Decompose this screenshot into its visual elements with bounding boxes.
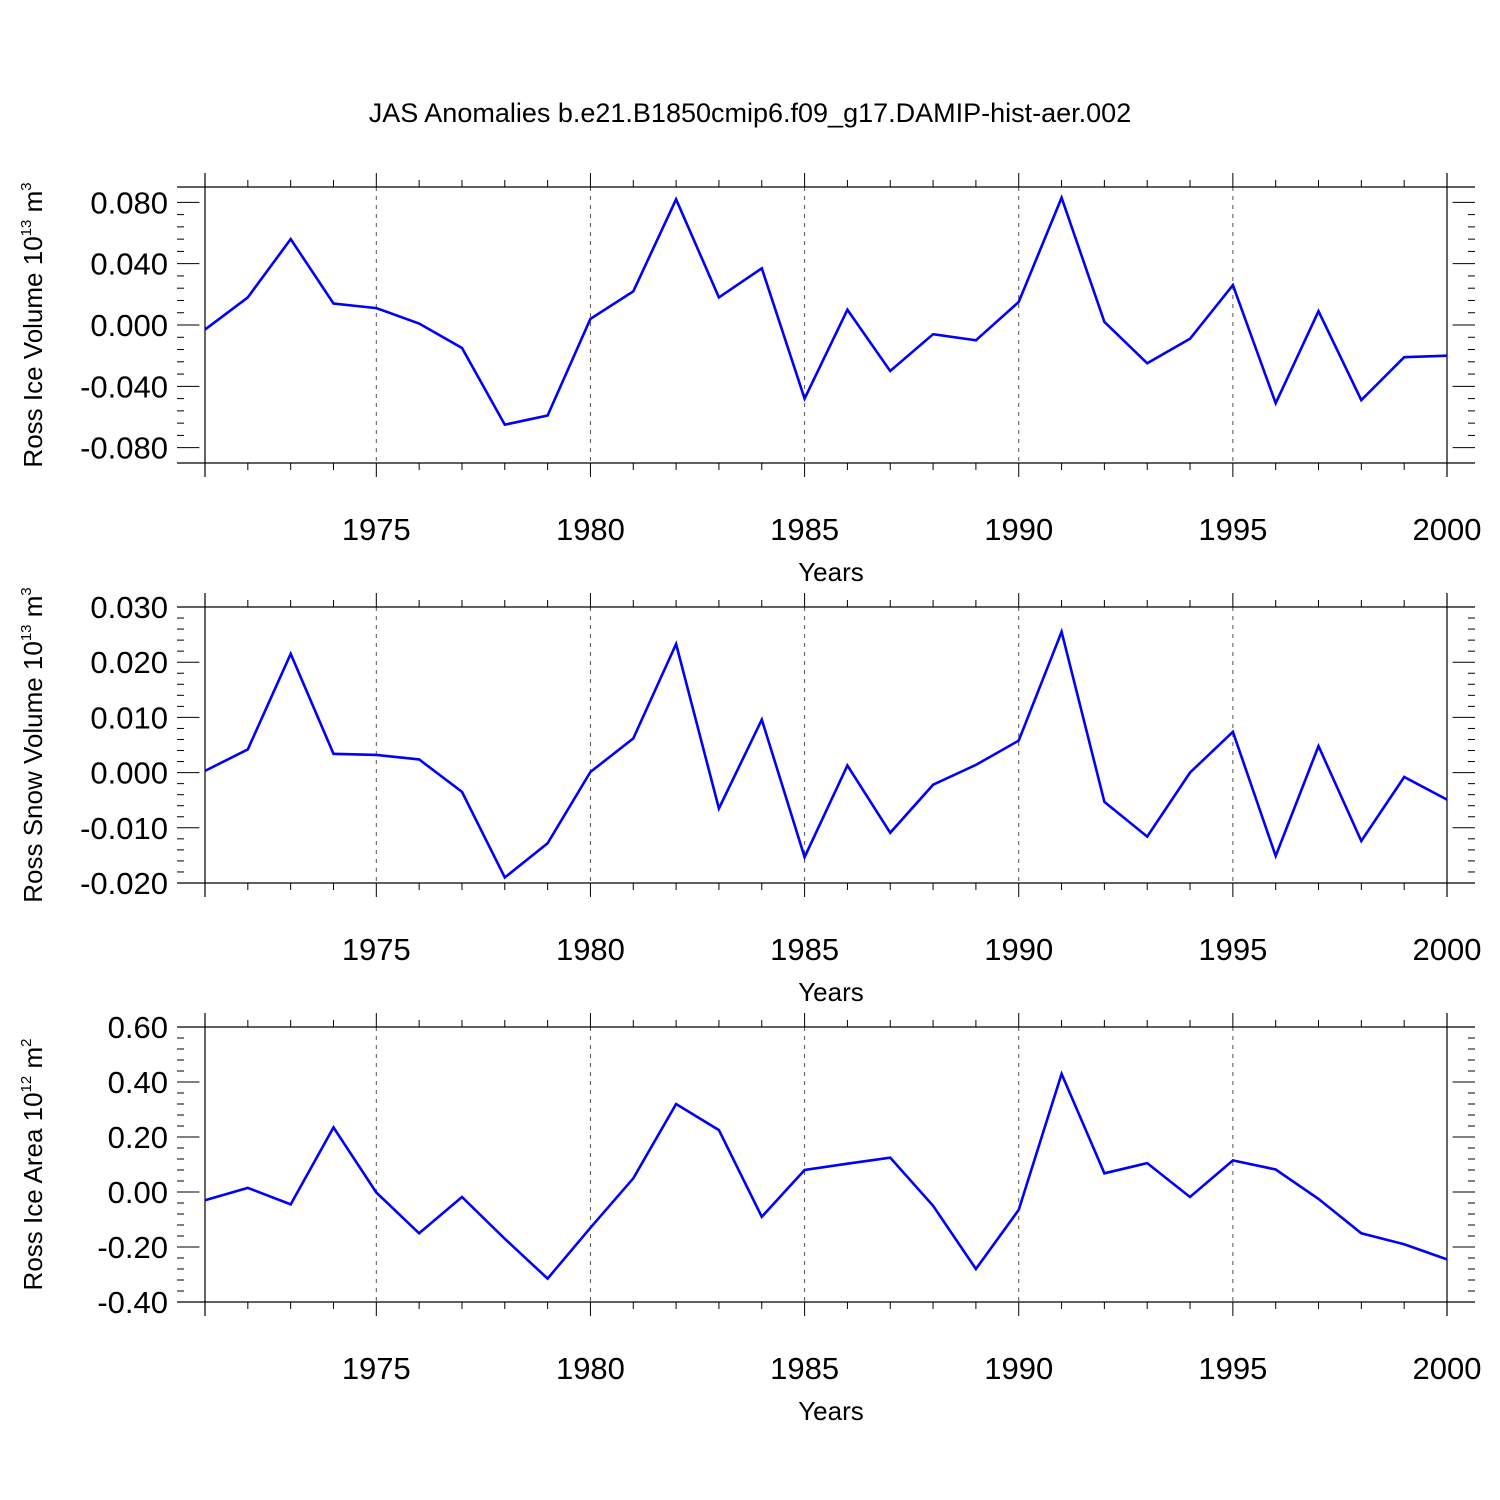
- y-tick-label: 0.20: [108, 1120, 168, 1155]
- x-tick-label: 1975: [342, 1351, 411, 1386]
- x-tick-label: 2000: [1413, 512, 1482, 547]
- y-tick-label: 0.00: [108, 1175, 168, 1210]
- x-tick-label: 2000: [1413, 1351, 1482, 1386]
- y-tick-label: 0.010: [90, 700, 168, 735]
- y-tick-label: 0.60: [108, 1010, 168, 1045]
- x-tick-label: 1980: [556, 512, 625, 547]
- series-line: [204, 1070, 1448, 1281]
- x-tick-label: 1990: [984, 1351, 1053, 1386]
- panel-ross-ice-area: -0.40 -0.20 0.00 0.20 0.40 0.60 1975 1980 1985 19…: [18, 1010, 1481, 1426]
- y-tick-label: -0.40: [97, 1285, 168, 1320]
- x-tick-label: 1995: [1198, 1351, 1267, 1386]
- series-line: [204, 627, 1448, 880]
- x-tick-label: 2000: [1413, 932, 1482, 967]
- x-tick-label: 1980: [556, 1351, 625, 1386]
- x-axis-label: Years: [798, 1396, 864, 1426]
- y-axis-label: Ross Ice Volume 1013 m3: [18, 182, 48, 467]
- y-tick-label: 0.080: [90, 185, 168, 220]
- x-tick-label: 1985: [770, 1351, 839, 1386]
- y-tick-label: 0.040: [90, 247, 168, 282]
- y-tick-label: 0.030: [90, 590, 168, 625]
- x-tick-label: 1975: [342, 932, 411, 967]
- y-tick-label: -0.20: [97, 1230, 168, 1265]
- x-tick-label: 1990: [984, 932, 1053, 967]
- x-tick-label: 1995: [1198, 512, 1267, 547]
- x-tick-label: 1995: [1198, 932, 1267, 967]
- chart-title: JAS Anomalies b.e21.B1850cmip6.f09_g17.D…: [368, 98, 1132, 128]
- x-axis-label: Years: [798, 977, 864, 1007]
- y-tick-label: -0.010: [80, 811, 168, 846]
- y-axis-label: Ross Ice Area 1012 m2: [18, 1039, 48, 1291]
- y-tick-label: 0.000: [90, 756, 168, 791]
- x-tick-label: 1985: [770, 512, 839, 547]
- y-tick-label: -0.040: [80, 369, 168, 404]
- x-tick-label: 1975: [342, 512, 411, 547]
- panel-ross-ice-volume: -0.080 -0.040 0.000 0.040 0.080 1975 1980 1985 1…: [18, 173, 1481, 587]
- y-tick-label: 0.40: [108, 1065, 168, 1100]
- x-tick-label: 1985: [770, 932, 839, 967]
- x-tick-label: 1990: [984, 512, 1053, 547]
- x-axis-label: Years: [798, 557, 864, 587]
- panel-ross-snow-volume: -0.020 -0.010 0.000 0.010 0.020 0.030 1975 1980…: [18, 587, 1481, 1007]
- y-tick-label: -0.020: [80, 866, 168, 901]
- series-line: [204, 194, 1448, 427]
- y-axis-label: Ross Snow Volume 1013 m3: [18, 587, 48, 903]
- y-tick-label: 0.000: [90, 308, 168, 343]
- y-tick-label: 0.020: [90, 645, 168, 680]
- x-tick-label: 1980: [556, 932, 625, 967]
- y-tick-label: -0.080: [80, 431, 168, 466]
